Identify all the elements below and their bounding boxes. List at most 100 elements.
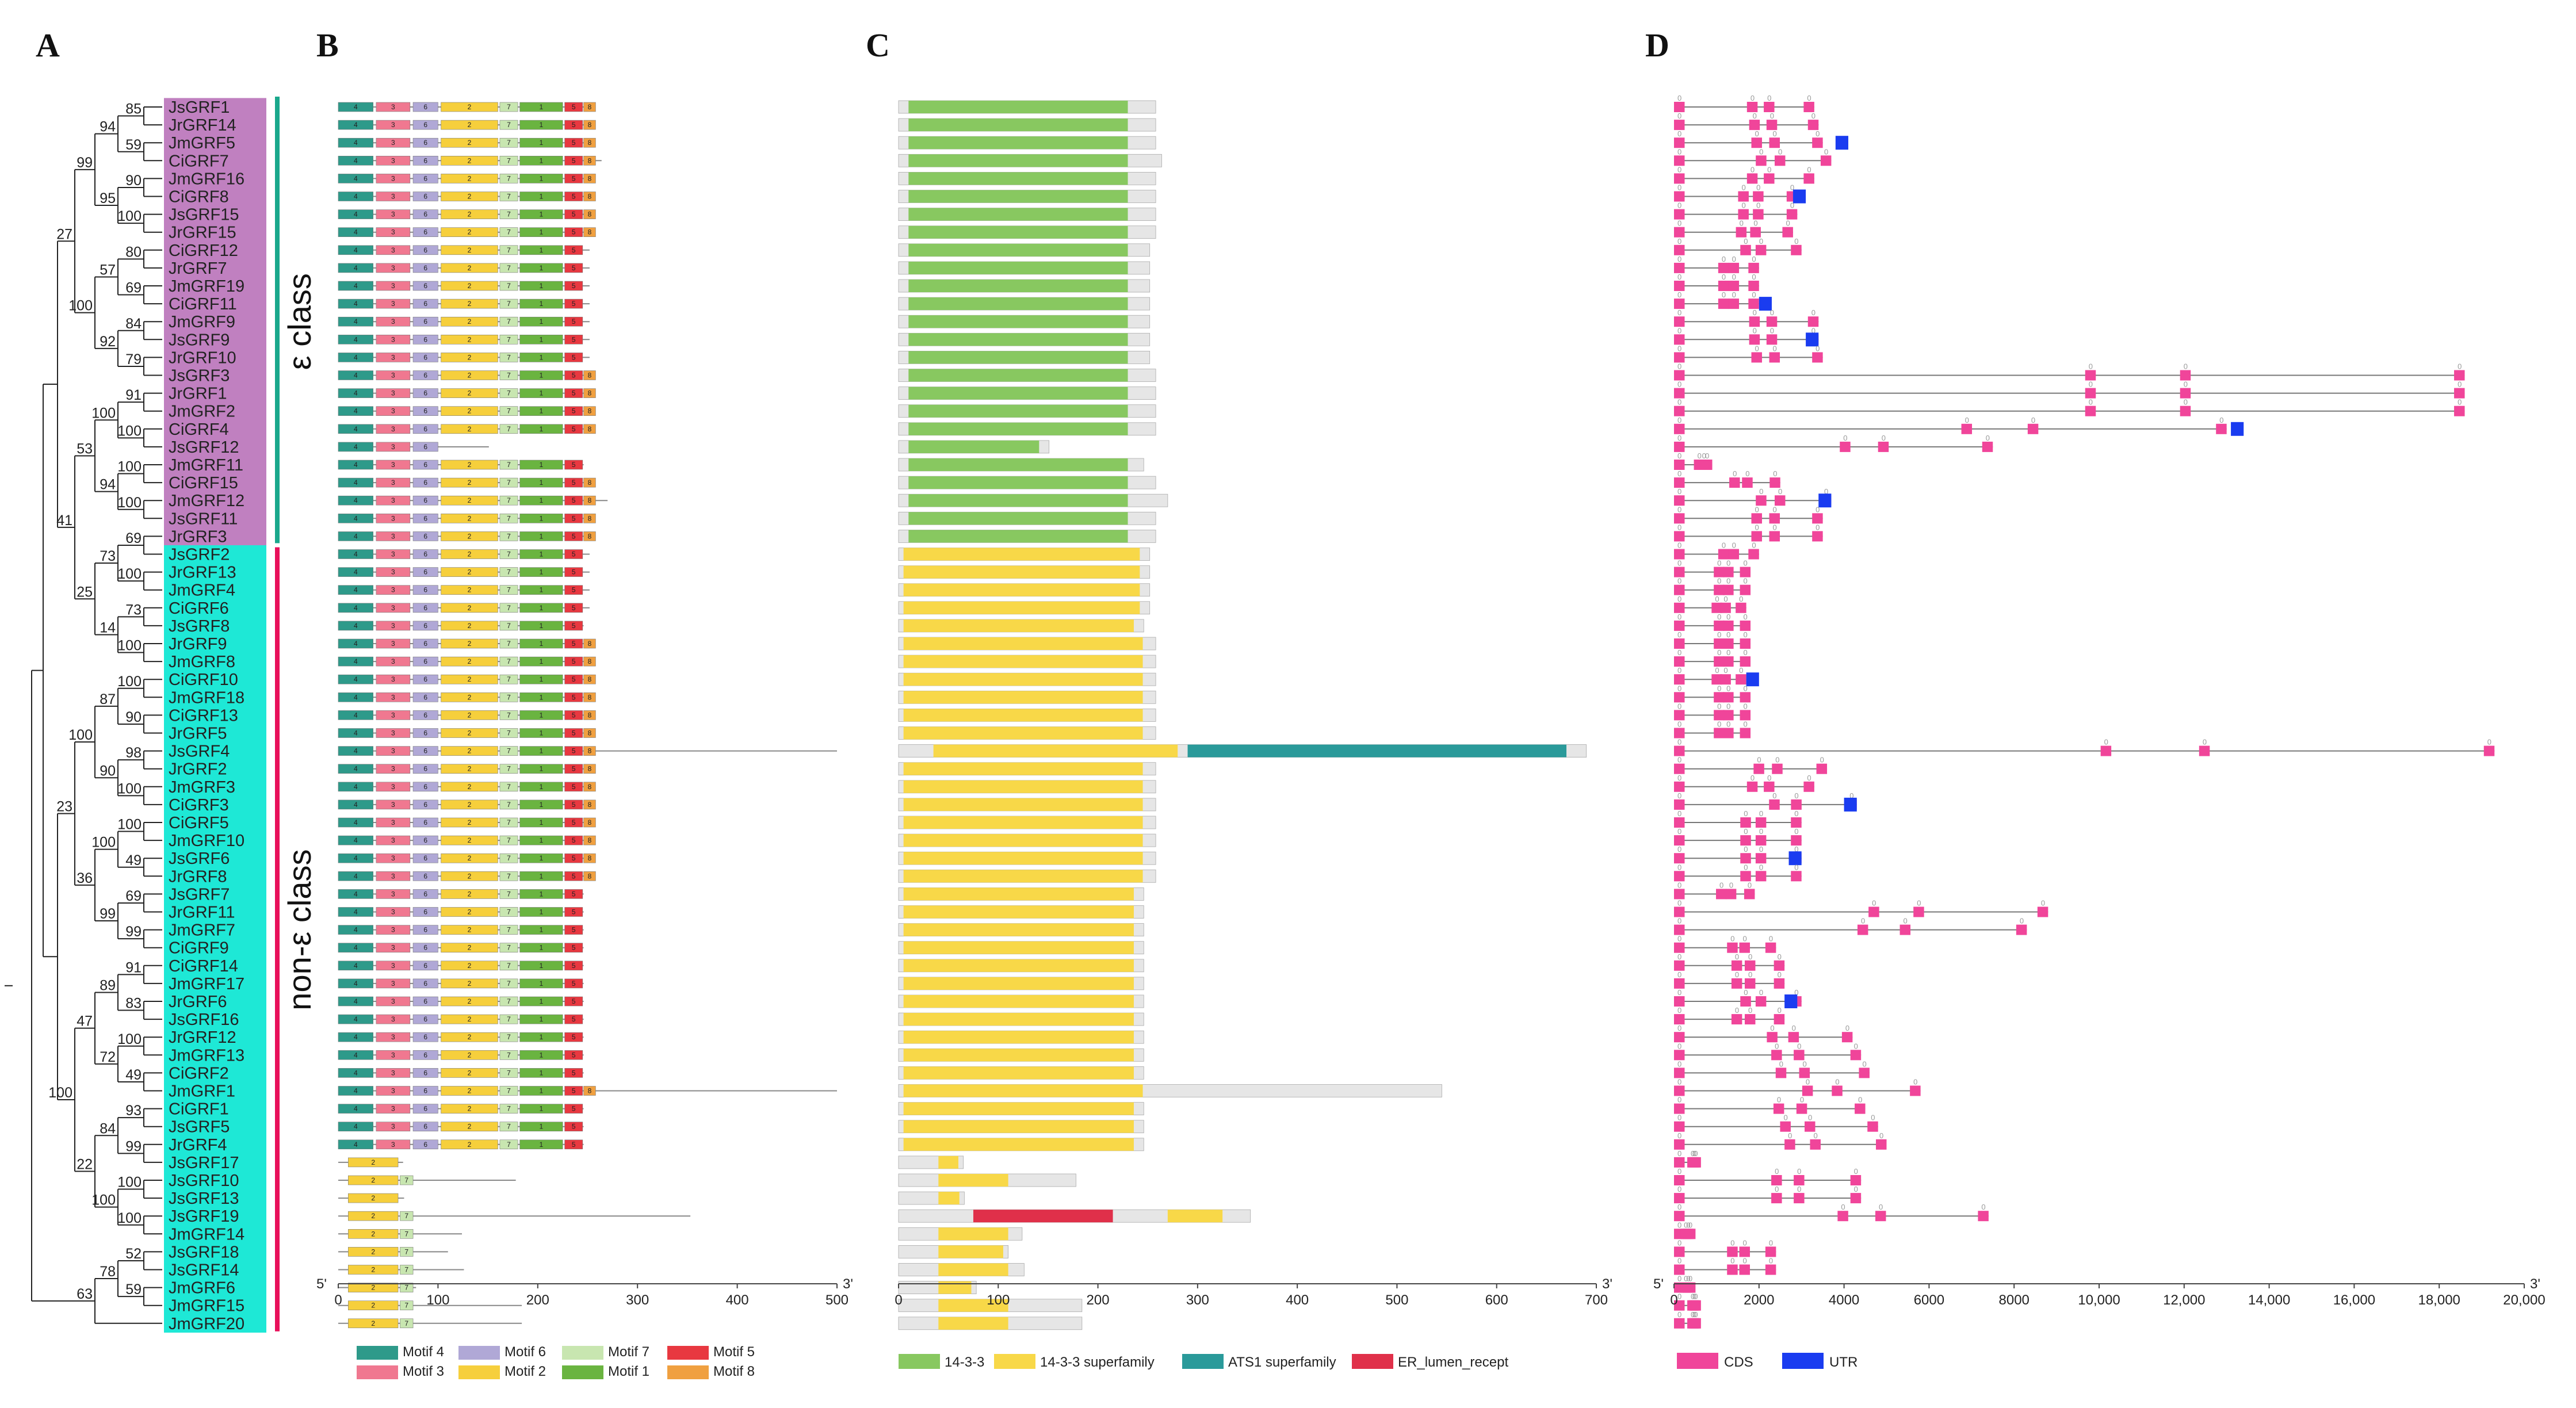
motif-1-box (519, 334, 563, 345)
exon-phase: 0 (1732, 541, 1736, 550)
motif-number: 3 (391, 1123, 395, 1131)
motif-number: 5 (572, 657, 576, 665)
motif-7-box (499, 102, 518, 112)
motif-1-box (519, 889, 563, 899)
panel-b-tick-label: 400 (726, 1292, 749, 1308)
exon-phase: 0 (1767, 774, 1771, 782)
motif-number: 6 (423, 944, 427, 952)
motif-2-box (441, 549, 498, 559)
gene-label: JsGRF18 (169, 1243, 239, 1261)
motif-number: 1 (540, 1141, 544, 1149)
motif-number: 4 (354, 317, 358, 326)
motif-number: 6 (423, 693, 427, 701)
cds-exon (1674, 1121, 1685, 1132)
motif-number: 2 (468, 1051, 472, 1059)
motif-number: 2 (468, 103, 472, 111)
cds-exon (1674, 656, 1685, 667)
motif-7-box (499, 996, 518, 1007)
motif-number: 6 (423, 1033, 427, 1041)
exon-phase: 0 (1773, 469, 1777, 478)
exon-phase: 0 (1775, 756, 1779, 764)
motif-4-box (338, 460, 373, 470)
domain-box (903, 655, 1143, 668)
cds-exon (1674, 1157, 1685, 1168)
motif-6-box (412, 1104, 438, 1114)
motif-7-box (499, 692, 518, 702)
gene-label: JrGRF2 (169, 760, 227, 779)
motif-2-box (441, 603, 498, 613)
cds-exon (1878, 441, 1889, 452)
cds-exon (1791, 835, 1802, 846)
motif-number: 3 (391, 372, 395, 380)
motif-number: 1 (540, 1069, 544, 1077)
motif-number: 4 (354, 944, 358, 952)
motif-3-box (376, 227, 411, 238)
motif-2-box (441, 155, 498, 166)
motif-3-box (376, 889, 411, 899)
domain-box (903, 959, 1134, 972)
gene-label-bg (164, 652, 266, 671)
motif-number: 7 (507, 461, 511, 469)
gene-label: JsGRF7 (169, 885, 230, 904)
motif-6-box (412, 227, 438, 238)
motif-number: 8 (588, 836, 592, 844)
motif-number: 4 (354, 389, 358, 397)
panel-d-tick-label: 14,000 (2248, 1292, 2290, 1308)
exon-phase: 0 (1755, 523, 1759, 531)
motif-1-box (519, 120, 563, 130)
exon-phase: 0 (1773, 344, 1777, 353)
motif-8-box (583, 746, 596, 756)
motif-1-box (519, 746, 563, 756)
cds-exon (1780, 1121, 1791, 1132)
motif-3-box (376, 388, 411, 398)
cds-exon (1791, 244, 1802, 255)
motif-number: 7 (404, 1319, 408, 1327)
gene-label-bg (164, 902, 266, 921)
exon-phase: 0 (1917, 899, 1921, 908)
motif-number: 4 (354, 657, 358, 665)
exon-phase: 0 (1735, 952, 1739, 961)
cds-exon (1771, 1050, 1782, 1061)
cds-exon (1753, 763, 1764, 774)
cds-exon (1913, 906, 1924, 917)
motif-number: 4 (354, 550, 358, 558)
gene-label-bg (164, 617, 266, 636)
cds-exon (1766, 334, 1778, 345)
exon-phase: 0 (1677, 541, 1681, 550)
motif-number: 1 (540, 783, 544, 791)
exon-phase: 0 (1752, 290, 1756, 299)
motif-number: 6 (423, 783, 427, 791)
motif-number: 6 (423, 1141, 427, 1149)
cds-exon (1775, 1068, 1787, 1078)
motif-number: 6 (423, 103, 427, 111)
motif-3-box (376, 907, 411, 917)
gene-label: JrGRF11 (169, 904, 235, 922)
cds-exon (1688, 1318, 1700, 1329)
exon-phase: 0 (1753, 326, 1757, 335)
motif-number: 7 (404, 1266, 408, 1274)
gene-label-bg (164, 831, 266, 850)
bootstrap-value: 100 (91, 405, 116, 421)
exon-phase: 0 (1677, 273, 1681, 281)
panel-d-tick-label: 0 (1670, 1292, 1677, 1308)
motif-2-box (441, 728, 498, 738)
motif-5-box (564, 120, 583, 130)
exon-phase: 0 (1854, 1042, 1858, 1050)
motif-1-box (519, 710, 563, 720)
motif-number: 7 (507, 783, 511, 791)
motif-2-box (441, 1086, 498, 1096)
bootstrap-value: 63 (77, 1286, 93, 1302)
motif-6-box (412, 996, 438, 1007)
motif-5-box (564, 764, 583, 774)
motif-number: 7 (507, 174, 511, 182)
motif-4-box (338, 692, 373, 702)
motif-8-box (583, 137, 596, 148)
cds-exon (1674, 531, 1685, 542)
motif-2-box (441, 710, 498, 720)
motif-7-box (499, 621, 518, 631)
motif-2-box (441, 370, 498, 380)
motif-number: 3 (391, 747, 395, 755)
cds-exon (1755, 817, 1767, 828)
panel-d-tick-label: 8000 (1999, 1292, 2030, 1308)
